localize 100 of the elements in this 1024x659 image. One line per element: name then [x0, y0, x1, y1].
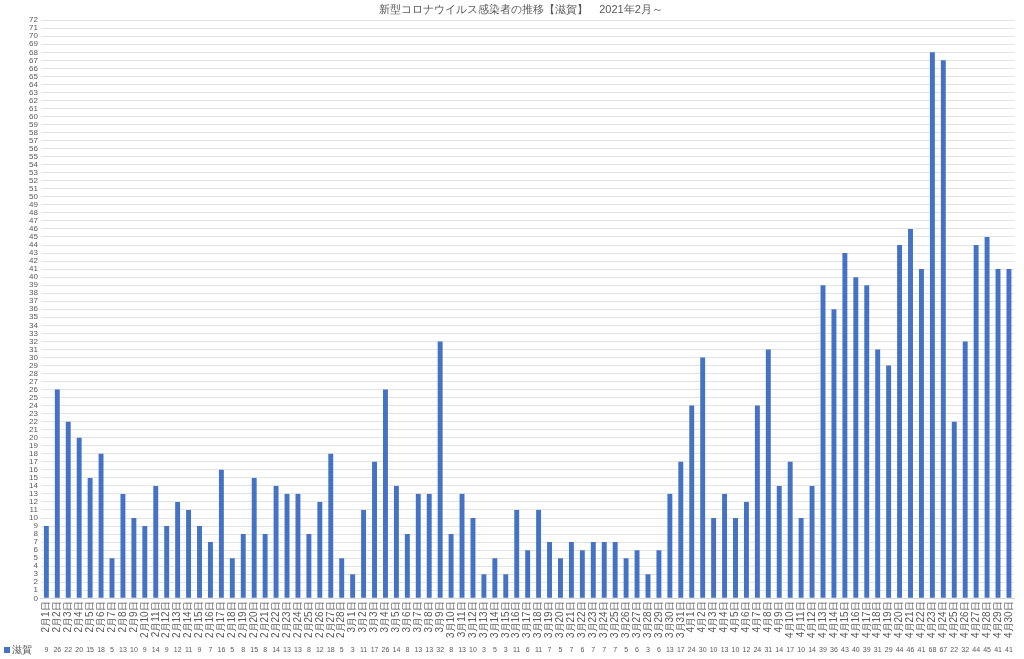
y-tick-label: 63 [28, 87, 39, 97]
bar [87, 477, 93, 598]
x-tick-label: 4月3日 [707, 601, 719, 633]
x-tick-label: 2月20日 [247, 601, 259, 638]
x-tick-label: 4月9日 [773, 601, 784, 633]
x-tick-label: 2月11日 [149, 601, 161, 638]
x-tick-label: 3月18日 [532, 601, 544, 638]
x-tick-label: 4月8日 [762, 601, 774, 633]
bar [240, 534, 246, 598]
y-tick-label: 45 [28, 232, 39, 242]
x-tick-label: 3月3日 [368, 601, 380, 633]
y-tick-label: 61 [28, 103, 39, 113]
y-tick-label: 8 [33, 529, 39, 539]
bar [262, 534, 268, 598]
x-tick-label: 2月18日 [226, 601, 238, 638]
x-tick-label: 4月25日 [948, 601, 960, 638]
bar [295, 493, 301, 598]
y-tick-label: 52 [28, 175, 39, 185]
bar [623, 558, 629, 598]
x-tick-label: 2月24日 [291, 601, 303, 638]
bar [404, 534, 410, 598]
x-tick-label: 2月6日 [94, 601, 106, 633]
bar [186, 509, 192, 598]
x-tick-label: 4月15日 [838, 601, 850, 638]
y-tick-label: 16 [28, 465, 39, 475]
x-tick-label: 4月13日 [816, 601, 828, 638]
bar [131, 518, 137, 598]
y-tick-label: 49 [28, 200, 39, 210]
x-tick-label: 3月24日 [597, 601, 609, 638]
bar [853, 277, 859, 598]
x-tick-label: 2月10日 [138, 601, 150, 638]
y-tick-label: 55 [28, 151, 39, 161]
y-tick-label: 3 [33, 569, 39, 579]
bar [339, 558, 345, 598]
x-tick-label: 4月12日 [805, 601, 817, 638]
bar [940, 60, 946, 598]
bar [1006, 269, 1012, 598]
x-tick-label: 2月26日 [313, 601, 325, 638]
bar [218, 469, 224, 598]
bar [612, 542, 618, 598]
y-tick-label: 21 [28, 424, 39, 434]
x-tick-label: 3月6日 [401, 601, 413, 633]
x-tick-label: 3月13日 [477, 601, 489, 638]
y-tick-label: 26 [28, 384, 39, 394]
bar [361, 509, 367, 598]
y-tick-label: 37 [28, 296, 39, 306]
y-tick-label: 56 [28, 143, 39, 153]
x-tick-label: 4月10日 [783, 601, 795, 638]
x-tick-label: 2月8日 [116, 601, 128, 633]
bar [831, 309, 837, 598]
bar [251, 477, 257, 598]
bar [798, 518, 804, 598]
bar [700, 357, 706, 598]
y-tick-label: 69 [28, 39, 39, 49]
bar [754, 405, 760, 598]
y-tick-label: 41 [28, 264, 39, 274]
x-tick-label: 4月23日 [926, 601, 938, 638]
bar [207, 542, 213, 598]
x-tick-label: 2月15日 [193, 601, 205, 638]
x-tick-label: 4月30日 [1002, 601, 1014, 638]
x-tick-label: 3月12日 [466, 601, 478, 638]
bar [415, 493, 421, 598]
bar [306, 534, 312, 598]
x-tick-label: 4月29日 [991, 601, 1003, 638]
x-tick-label: 3月16日 [510, 601, 522, 638]
bar [328, 453, 334, 598]
y-tick-label: 47 [28, 216, 39, 226]
bar [733, 518, 738, 598]
y-tick-label: 1 [33, 585, 39, 595]
y-tick-label: 14 [28, 481, 39, 491]
bar [776, 485, 782, 598]
y-tick-label: 7 [33, 537, 39, 547]
bar [142, 526, 148, 598]
y-tick-label: 46 [28, 224, 39, 234]
bar [317, 501, 323, 598]
y-tick-label: 57 [28, 135, 39, 145]
x-tick-label: 4月28日 [980, 601, 992, 638]
bar [558, 558, 563, 598]
y-tick-label: 4 [33, 561, 39, 571]
bar [197, 526, 202, 598]
x-tick-label: 3月14日 [488, 601, 500, 638]
x-tick-label: 4月17日 [860, 601, 872, 638]
x-tick-label: 4月22日 [915, 601, 927, 638]
y-tick-label: 71 [28, 23, 39, 33]
y-tick-label: 65 [28, 71, 39, 81]
bar [65, 421, 71, 598]
bar [175, 501, 181, 598]
bar [743, 501, 749, 598]
x-tick-label: 4月4日 [718, 601, 730, 633]
bar [787, 461, 793, 598]
y-tick-label: 36 [28, 304, 39, 314]
bar [722, 493, 728, 598]
bar [437, 341, 443, 598]
bar [568, 542, 574, 598]
y-tick-label: 42 [28, 256, 39, 266]
bar [678, 461, 684, 598]
x-tick-label: 2月13日 [171, 601, 183, 638]
x-tick-label: 4月1日 [685, 601, 697, 633]
x-tick-label: 4月7日 [751, 601, 763, 633]
x-tick-label: 3月29日 [652, 601, 664, 638]
